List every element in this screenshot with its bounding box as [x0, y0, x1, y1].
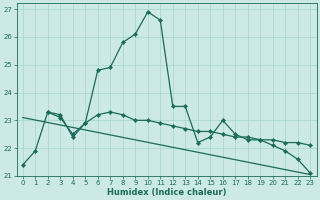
X-axis label: Humidex (Indice chaleur): Humidex (Indice chaleur): [107, 188, 226, 197]
